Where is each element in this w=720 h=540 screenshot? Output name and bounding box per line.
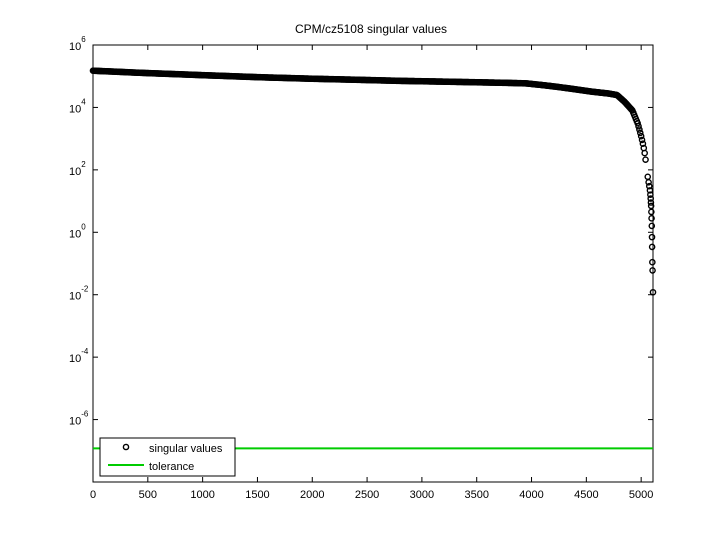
y-tick-exponent: 2 (81, 160, 86, 169)
singular-value-point (646, 187, 654, 194)
y-tick-base: 10 (69, 103, 81, 115)
singular-value-point (642, 156, 649, 163)
chart-title: CPM/cz5108 singular values (295, 22, 447, 36)
singular-value-point (641, 149, 648, 157)
singular-value-point (647, 202, 655, 210)
singular-value-point (648, 233, 656, 241)
y-tick-base: 10 (69, 353, 81, 365)
x-tick-label: 5000 (629, 489, 653, 501)
legend-label-tolerance: tolerance (149, 461, 194, 473)
legend-box (99, 437, 236, 477)
singular-value-point (649, 288, 657, 296)
y-tick-base: 10 (69, 416, 81, 428)
y-tick-exponent: 4 (81, 97, 86, 106)
singular-value-point (649, 258, 656, 266)
singular-value-point (647, 199, 655, 206)
singular-value-point (648, 208, 655, 216)
singular-value-point (634, 119, 641, 127)
x-tick-label: 3500 (464, 489, 488, 501)
x-tick-label: 4500 (574, 489, 598, 501)
x-tick-label: 1000 (190, 489, 214, 501)
x-tick-label: 500 (139, 489, 157, 501)
x-tick-label: 4000 (519, 489, 543, 501)
y-tick-exponent: -4 (81, 347, 89, 356)
plot-area (92, 44, 654, 483)
x-axis: 0 500 1000 1500 2000 2500 3000 3500 4000 4500 5000 (90, 45, 653, 501)
y-tick-label: 102 (69, 160, 86, 178)
singular-value-point (648, 215, 655, 222)
y-tick-label: 10-6 (69, 410, 89, 428)
y-tick-base: 10 (69, 41, 81, 53)
x-tick-label: 3000 (410, 489, 434, 501)
singular-value-point (635, 122, 642, 130)
singular-value-point (638, 136, 646, 144)
singular-value-point (648, 222, 656, 230)
y-tick-label: 10-2 (69, 285, 89, 303)
y-tick-base: 10 (69, 228, 81, 240)
y-tick-exponent: 6 (81, 35, 86, 44)
y-tick-exponent: -6 (81, 410, 89, 419)
legend-label-singular-values: singular values (149, 443, 223, 455)
y-tick-label: 106 (69, 35, 86, 53)
x-tick-label: 2000 (300, 489, 324, 501)
x-tick-label: 2500 (355, 489, 379, 501)
x-tick-label: 1500 (245, 489, 269, 501)
data-marks (89, 67, 657, 450)
y-tick-base: 10 (69, 291, 81, 303)
y-tick-exponent: 0 (81, 222, 86, 231)
y-tick-base: 10 (69, 166, 81, 178)
singular-value-point (648, 243, 656, 251)
singular-value-point (647, 191, 654, 198)
singular-value-point (645, 178, 652, 186)
singular-value-point (637, 132, 645, 140)
x-tick-label: 0 (90, 489, 96, 501)
legend-marker-singular-values (122, 443, 130, 451)
singular-value-point (649, 267, 656, 274)
singular-value-point (647, 195, 655, 202)
singular-value-point (636, 126, 643, 133)
legend: singular values tolerance (99, 437, 236, 477)
y-tick-exponent: -2 (81, 285, 89, 294)
y-tick-label: 104 (69, 97, 86, 115)
singular-value-point (645, 182, 653, 190)
y-tick-label: 100 (69, 222, 86, 240)
singular-value-point (636, 129, 644, 137)
y-tick-label: 10-4 (69, 347, 89, 365)
